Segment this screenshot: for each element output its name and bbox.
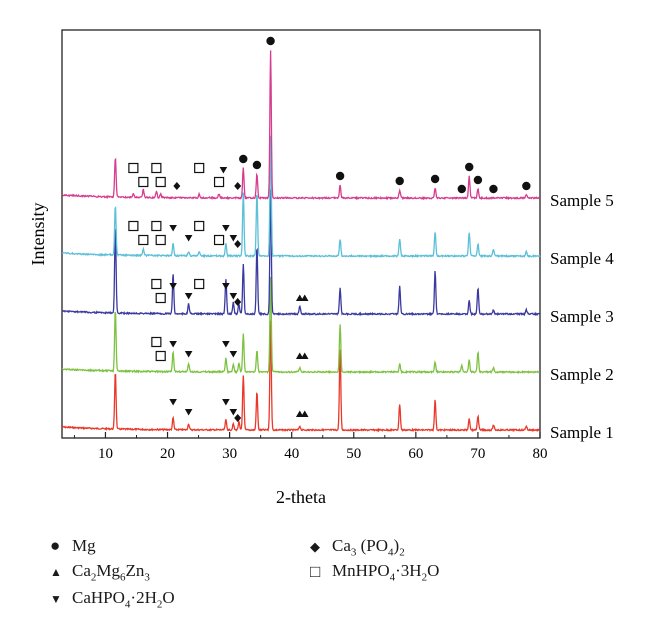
mnhpo4-marker	[151, 220, 162, 232]
ca2mg6zn3-marker	[300, 352, 309, 359]
ca3po42-marker	[234, 182, 242, 190]
trace-sample-5	[61, 50, 541, 201]
cahpo4-marker	[184, 293, 193, 300]
cahpo4-marker	[169, 341, 177, 348]
ca3po42-marker	[234, 298, 242, 306]
ca3po42-marker	[173, 182, 181, 190]
trace-sample-3	[61, 189, 540, 317]
x-tick-label: 10	[98, 446, 113, 462]
ca2mg6zn3-marker	[300, 410, 309, 417]
cahpo4-marker	[222, 283, 230, 290]
y-axis-label: Intensity	[28, 203, 48, 266]
series-label: Sample 4	[550, 249, 614, 268]
cahpo4-marker	[222, 399, 230, 406]
mnhpo4-marker	[128, 220, 139, 232]
series-label: Sample 2	[550, 365, 614, 384]
trace-sample-4	[61, 135, 541, 259]
x-axis-ticks: 10 20 30 40 50 60 70 80	[73, 432, 548, 462]
cahpo4-marker	[184, 409, 193, 416]
mnhpo4-marker	[138, 176, 149, 188]
cahpo4-marker	[222, 341, 230, 348]
x-tick-label: 50	[346, 446, 361, 462]
mnhpo4-marker	[128, 162, 139, 174]
cahpo4-marker	[229, 351, 238, 358]
series-label: Sample 1	[550, 423, 614, 442]
x-axis-label: 2-theta	[276, 487, 326, 507]
mnhpo4-marker	[194, 220, 205, 232]
mg-marker	[252, 160, 262, 170]
mg-marker	[430, 174, 440, 184]
cahpo4-marker	[219, 167, 228, 174]
cahpo4-marker	[229, 409, 238, 416]
mg-marker	[473, 175, 483, 185]
trace-sample-1	[61, 320, 541, 433]
cahpo4-marker	[184, 351, 193, 358]
x-tick-label: 80	[533, 446, 548, 462]
ca2mg6zn3-marker	[300, 294, 309, 301]
series-label: Sample 5	[550, 191, 614, 210]
x-tick-label: 70	[470, 446, 485, 462]
x-tick-label: 40	[284, 446, 299, 462]
mnhpo4-marker	[151, 336, 162, 348]
mnhpo4-marker	[194, 278, 205, 290]
series-label: Sample 3	[550, 307, 614, 326]
x-tick-label: 20	[160, 446, 175, 462]
mnhpo4-marker	[155, 176, 166, 188]
mg-marker	[522, 181, 531, 191]
plot-frame	[61, 29, 541, 439]
ca3po42-marker	[234, 414, 242, 422]
cahpo4-marker	[169, 283, 177, 290]
phase-markers	[128, 36, 531, 422]
cahpo4-marker	[222, 225, 230, 232]
mnhpo4-marker	[155, 350, 166, 362]
mg-marker	[457, 184, 466, 194]
cahpo4-marker	[184, 235, 193, 242]
ca2mg6zn3-marker	[295, 352, 304, 359]
mg-marker	[489, 184, 498, 194]
x-tick-label: 60	[408, 446, 423, 462]
mnhpo4-marker	[151, 162, 162, 174]
cahpo4-marker	[229, 293, 238, 300]
mnhpo4-marker	[194, 162, 205, 174]
traces	[61, 50, 541, 433]
mg-marker	[395, 176, 404, 186]
ca2mg6zn3-marker	[295, 410, 304, 417]
series-labels: Sample 1 Sample 2 Sample 3 Sample 4 Sample 5	[550, 191, 614, 442]
mnhpo4-marker	[155, 234, 166, 246]
mg-marker	[335, 171, 345, 181]
cahpo4-marker	[229, 235, 238, 242]
x-tick-label: 30	[222, 446, 237, 462]
mg-marker	[239, 154, 248, 164]
ca2mg6zn3-marker	[295, 294, 304, 301]
mg-marker	[266, 36, 275, 46]
cahpo4-marker	[169, 399, 177, 406]
trace-sample-2	[61, 276, 540, 375]
mnhpo4-marker	[138, 234, 149, 246]
mnhpo4-marker	[213, 234, 225, 246]
mnhpo4-marker	[213, 176, 225, 188]
ca3po42-marker	[234, 240, 242, 248]
mnhpo4-marker	[151, 278, 162, 290]
mnhpo4-marker	[155, 292, 166, 304]
cahpo4-marker	[169, 225, 177, 232]
mg-marker	[465, 162, 474, 172]
